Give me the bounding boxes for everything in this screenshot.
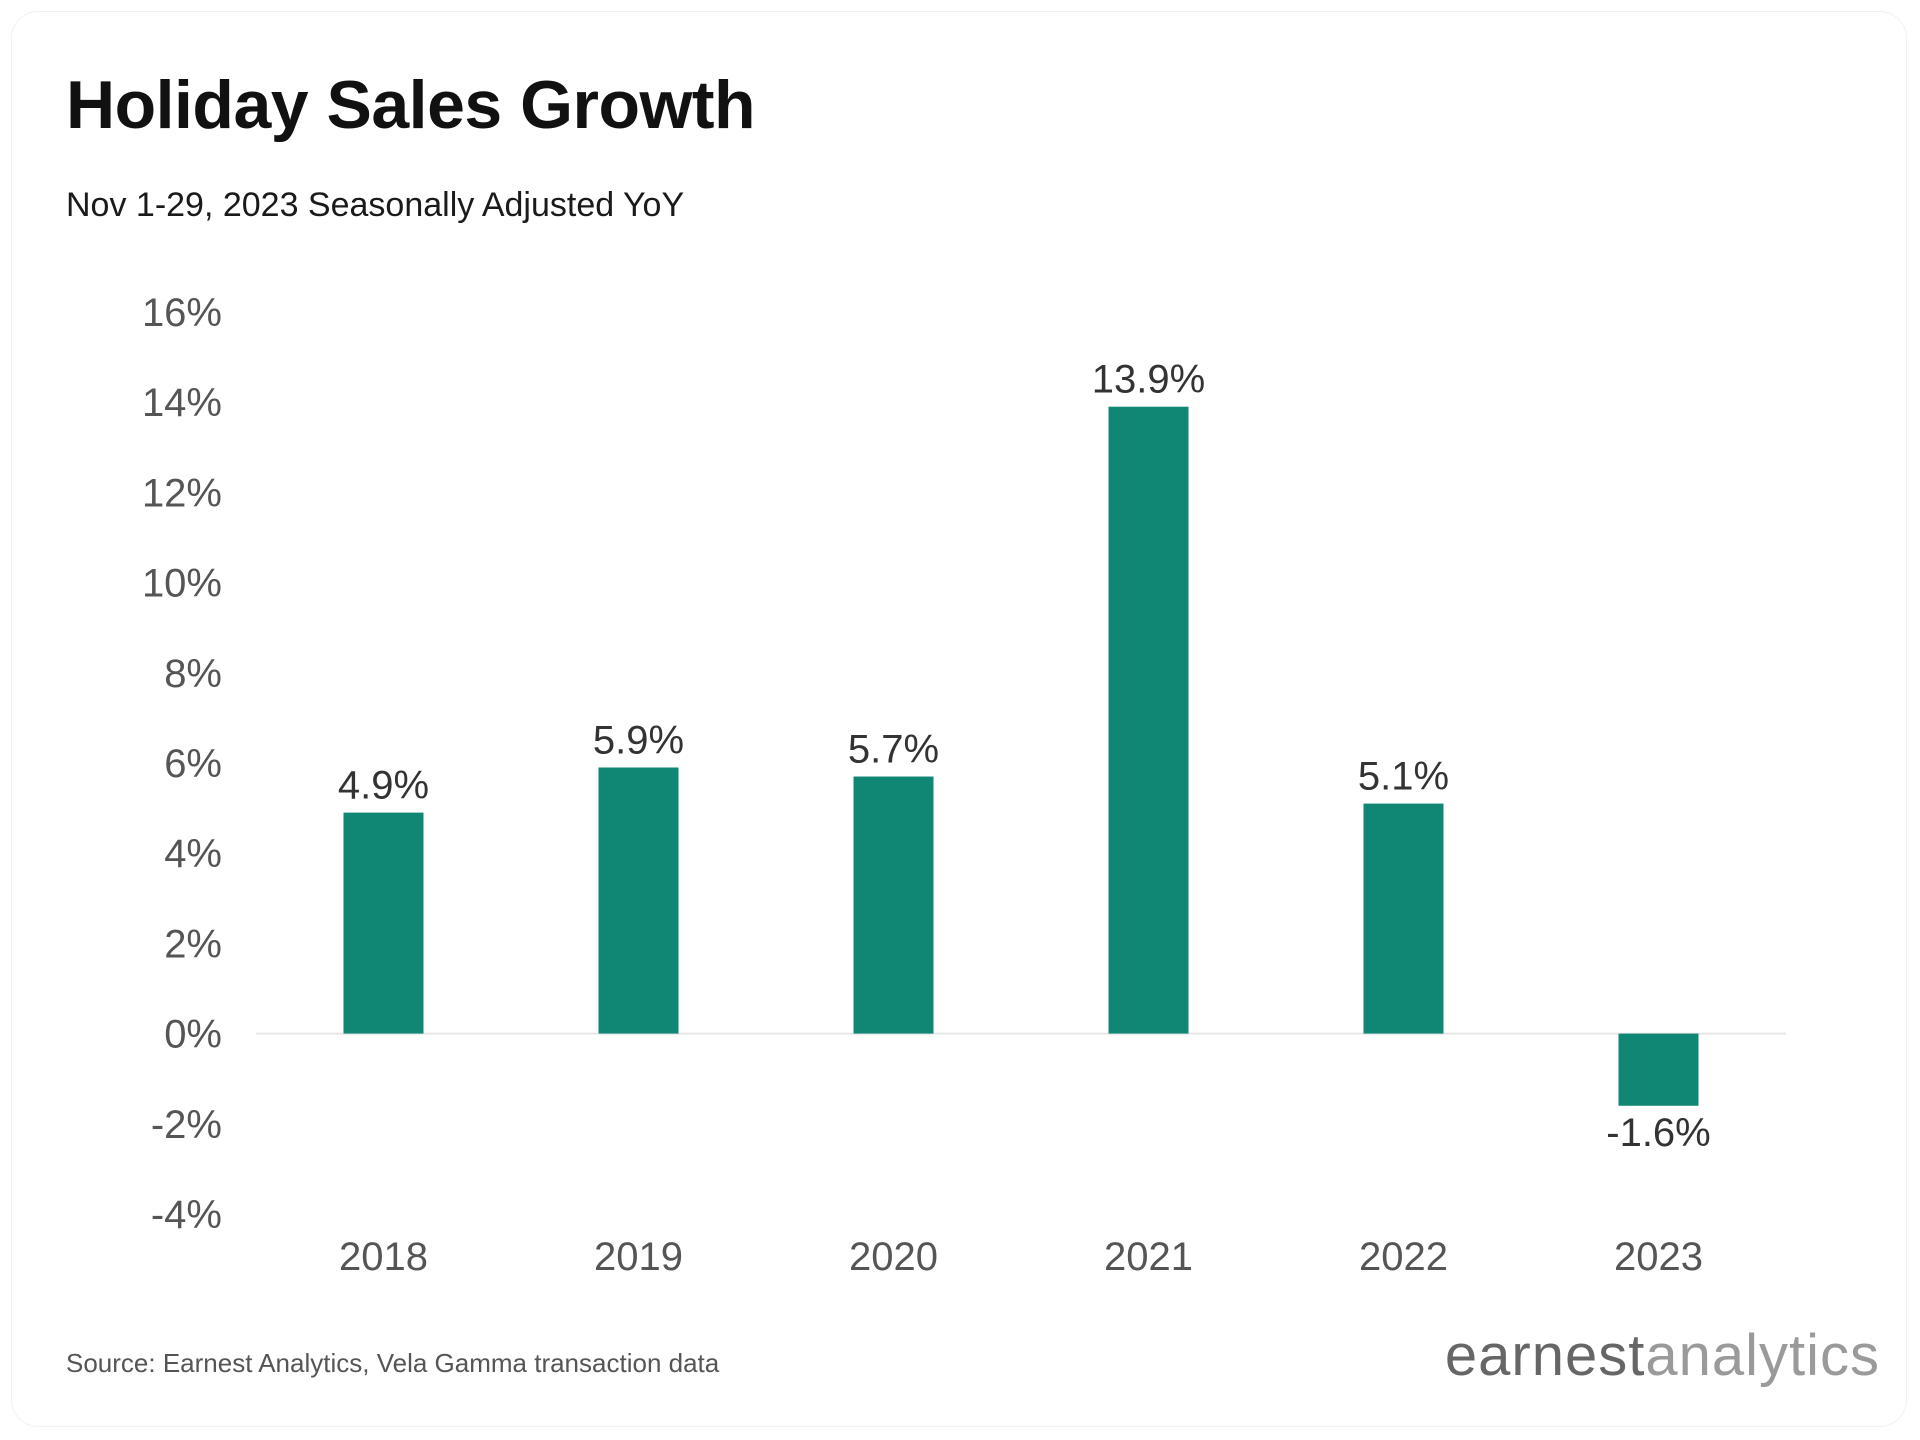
y-tick-label: -4%: [151, 1193, 222, 1237]
bar-2022: [1363, 803, 1444, 1034]
data-label-2018: 4.9%: [338, 764, 429, 808]
y-tick-label: 14%: [142, 381, 222, 425]
data-label-2020: 5.7%: [848, 728, 939, 772]
y-tick-label: 12%: [142, 471, 222, 515]
bar-2021: [1108, 406, 1189, 1034]
data-labels: 4.9% 5.9% 5.7% 13.9% 5.1% -1.6%: [338, 358, 1711, 1155]
bar-2019: [598, 767, 679, 1034]
y-axis: 16% 14% 12% 10% 8% 6% 4% 2% 0% -2% -4%: [142, 291, 222, 1237]
bar-2020: [853, 776, 934, 1034]
data-label-2022: 5.1%: [1358, 755, 1449, 799]
y-tick-label: 0%: [164, 1013, 222, 1057]
x-axis: 2018 2019 2020 2021 2022 2023: [339, 1235, 1703, 1279]
bar-2023: [1618, 1033, 1699, 1106]
data-label-2019: 5.9%: [593, 719, 684, 763]
x-tick-label: 2019: [594, 1235, 683, 1279]
data-label-2023: -1.6%: [1606, 1111, 1711, 1155]
data-label-2021: 13.9%: [1092, 358, 1205, 402]
bars: [343, 406, 1699, 1106]
y-tick-label: -2%: [151, 1103, 222, 1147]
y-tick-label: 6%: [164, 742, 222, 786]
logo-analytics: analytics: [1645, 1323, 1880, 1388]
x-tick-label: 2018: [339, 1235, 428, 1279]
chart-title: Holiday Sales Growth: [66, 67, 756, 143]
x-tick-label: 2021: [1104, 1235, 1193, 1279]
bar-chart: 16% 14% 12% 10% 8% 6% 4% 2% 0% -2% -4% 4.9% 5.9% 5.7…: [142, 291, 1786, 1279]
y-tick-label: 10%: [142, 562, 222, 606]
x-tick-label: 2023: [1614, 1235, 1703, 1279]
logo-earnest: earnest: [1444, 1323, 1646, 1388]
earnest-analytics-logo: earnestanalytics: [1445, 1322, 1880, 1389]
y-tick-label: 4%: [164, 832, 222, 876]
x-tick-label: 2020: [849, 1235, 938, 1279]
chart-card: [12, 12, 1906, 1426]
x-tick-label: 2022: [1359, 1235, 1448, 1279]
chart-subtitle: Nov 1-29, 2023 Seasonally Adjusted YoY: [66, 186, 685, 224]
y-tick-label: 8%: [164, 652, 222, 696]
y-tick-label: 16%: [142, 291, 222, 335]
y-tick-label: 2%: [164, 922, 222, 966]
bar-2018: [343, 812, 424, 1034]
source-note: Source: Earnest Analytics, Vela Gamma tr…: [66, 1348, 720, 1378]
